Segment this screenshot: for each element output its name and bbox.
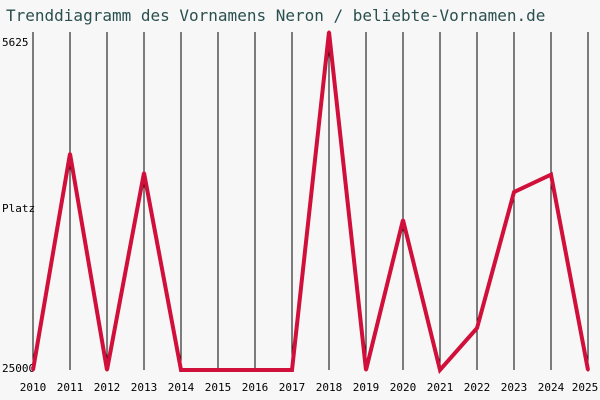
x-tick-label-2019: 2019 [353, 381, 380, 394]
x-tick-label-2012: 2012 [94, 381, 121, 394]
x-tick-label-2015: 2015 [205, 381, 232, 394]
data-point-2017 [290, 368, 294, 372]
data-point-2018 [327, 30, 331, 34]
data-point-2012 [105, 368, 109, 372]
x-tick-labels: 2010 2011 2012 2013 2014 2015 2016 2017 2018 2019… [20, 381, 599, 394]
grid-lines [32, 32, 589, 370]
x-tick-label-2016: 2016 [242, 381, 269, 394]
x-tick-label-2020: 2020 [390, 381, 417, 394]
data-point-2013 [142, 171, 146, 175]
data-point-2023 [512, 190, 516, 194]
data-point-2020 [401, 218, 405, 222]
x-tick-label-2025: 2025 [572, 381, 599, 394]
x-tick-label-2014: 2014 [168, 381, 195, 394]
data-point-2021 [438, 368, 442, 372]
x-tick-label-2018: 2018 [316, 381, 343, 394]
data-point-2019 [364, 368, 368, 372]
series-line-group [31, 30, 590, 375]
x-tick-label-2011: 2011 [57, 381, 84, 394]
y-tick-label-bottom: 25000 [2, 362, 35, 375]
x-tick-label-2024: 2024 [538, 381, 565, 394]
x-tick-label-2021: 2021 [427, 381, 454, 394]
x-tick-label-2017: 2017 [279, 381, 306, 394]
data-point-2024 [549, 173, 553, 177]
x-tick-label-2013: 2013 [131, 381, 158, 394]
data-point-2016 [253, 368, 257, 372]
data-point-2025 [586, 368, 590, 372]
data-point-2014 [179, 368, 183, 372]
data-point-2011 [68, 152, 72, 156]
data-point-2022 [475, 326, 479, 330]
y-tick-labels: 5625 Platz 25000 [2, 36, 35, 375]
data-point-2010 [31, 368, 35, 372]
chart-title: Trenddiagramm des Vornamens Neron / beli… [6, 6, 546, 25]
y-axis-label: Platz [2, 202, 35, 215]
x-tick-label-2010: 2010 [20, 381, 47, 394]
x-tick-label-2022: 2022 [464, 381, 491, 394]
x-tick-label-2023: 2023 [501, 381, 528, 394]
data-point-2015 [216, 368, 220, 372]
series-line [31, 31, 590, 375]
y-tick-label-top: 5625 [2, 36, 29, 49]
